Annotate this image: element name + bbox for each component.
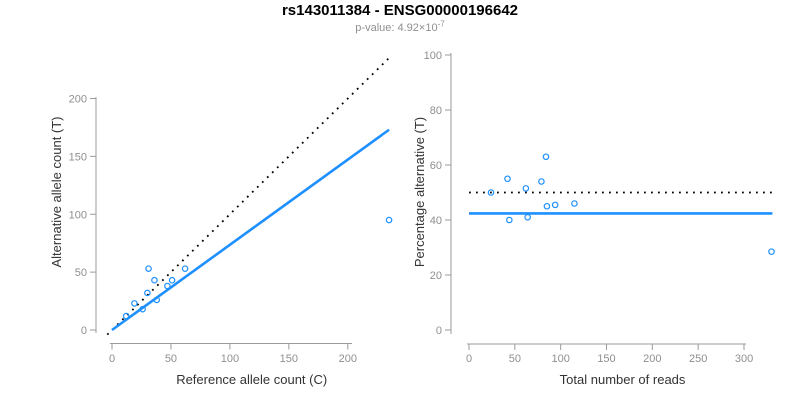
data-point [385,216,393,224]
pvalue-subtitle: p-value: 4.92×10-7 [0,19,800,34]
fit-line [111,128,390,332]
panel-allele-counts: 0 50 100 150 200 0 50 100 150 200 Reference allele… [49,57,393,387]
pvalue-exponent: -7 [437,19,445,29]
data-point [153,296,161,304]
page-title: rs143011384 - ENSG00000196642 [281,2,519,19]
data-point [164,282,171,290]
data-point [524,213,531,221]
identity-line [106,57,390,336]
y-axis-title: Percentage alternative (T) [412,117,427,267]
data-point [506,216,513,224]
data-point [571,200,578,207]
y-tick-label: 200 [69,94,87,106]
y-tick-label: 20 [430,270,442,282]
data-point [538,178,545,185]
y-tick-label: 0 [81,325,87,337]
data-point [487,189,495,196]
x-tick-label: 0 [466,353,472,365]
y-tick-label: 80 [430,105,442,117]
x-tick-label: 100 [551,353,569,365]
data-point [131,300,138,307]
data-point [168,276,176,284]
data-point [145,265,152,272]
data-point [504,175,511,183]
data-point [543,202,551,210]
x-tick-label: 200 [643,353,661,365]
data-point [151,276,158,284]
x-tick-label: 150 [280,353,298,365]
data-point [551,201,559,209]
y-tick-label: 40 [430,215,442,227]
x-axis-title: Reference allele count (C) [176,372,327,387]
panel-percentage-alternative: 0 50 100 150 200 250 300 0 20 40 60 80 100 Total numb… [412,50,775,387]
y-tick-label: 100 [69,209,87,221]
y-tick-label: 150 [69,151,87,163]
y-tick-label: 0 [436,325,442,337]
y-axis-title: Alternative allele count (T) [49,116,64,267]
x-axis-title: Total number of reads [560,372,686,387]
data-point [144,289,151,297]
data-point [768,248,775,255]
y-tick-label: 60 [430,160,442,172]
data-point [522,185,530,192]
data-point [139,305,146,313]
y-tick-label: 50 [75,267,87,279]
pvalue-text: p-value: 4.92×10 [355,22,438,34]
x-tick-label: 200 [339,353,357,365]
x-tick-label: 250 [689,353,707,365]
y-tick-label: 100 [424,50,442,62]
data-point [181,265,189,272]
data-point [122,312,130,320]
x-tick-label: 100 [221,353,239,365]
x-tick-label: 50 [509,353,521,365]
data-point [542,153,550,161]
x-tick-label: 150 [597,353,615,365]
x-tick-label: 0 [109,353,115,365]
x-tick-label: 300 [735,353,753,365]
x-tick-label: 50 [165,353,177,365]
